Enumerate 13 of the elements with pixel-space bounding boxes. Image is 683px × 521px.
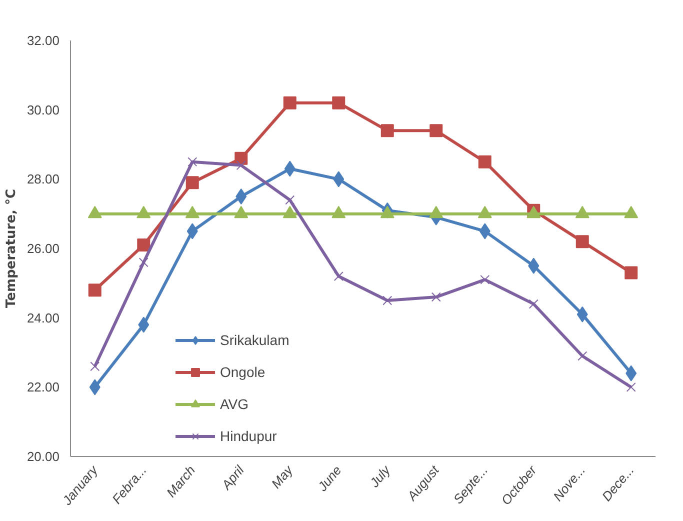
legend-label: AVG	[220, 396, 249, 412]
y-tick-label: 20.00	[26, 449, 60, 464]
legend-label: Hindupur	[220, 428, 277, 444]
y-tick-label: 28.00	[26, 172, 60, 187]
legend-label: Srikakulam	[220, 332, 290, 348]
legend-label: Ongole	[220, 364, 266, 380]
y-tick-label: 26.00	[26, 241, 60, 256]
y-tick-label: 30.00	[26, 102, 60, 118]
y-tick-label: 24.00	[26, 310, 60, 326]
x-tick-label: July	[366, 462, 394, 491]
y-tick-label: 22.00	[26, 380, 60, 395]
y-axis-title: Temperature, °C	[4, 188, 19, 308]
y-tick-label: 32.00	[26, 33, 60, 48]
